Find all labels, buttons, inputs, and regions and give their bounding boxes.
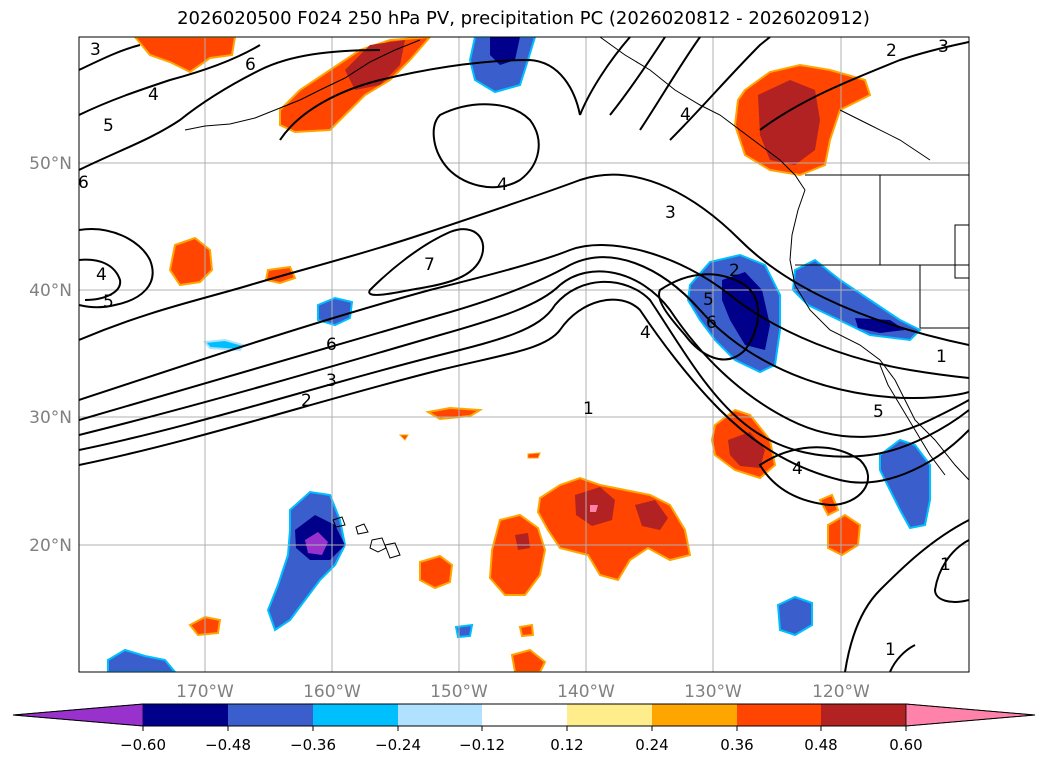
lat-label: 30°N [29,408,72,428]
colorbar-segment [398,704,482,726]
precip-anomaly-strong-positive [635,500,668,530]
coastlines [184,37,969,559]
contour-label: 5 [703,290,714,310]
colorbar-tick-label: −0.60 [120,736,166,754]
contour-label: 4 [148,85,159,105]
precip-anomaly-positive [510,648,547,672]
contour-label: 4 [680,105,691,125]
colorbar-tick-label: 0.24 [635,736,668,754]
longitude-labels: 170°W 160°W 150°W 140°W 130°W 120°W [176,682,870,702]
colorbar-tick-label: −0.24 [375,736,421,754]
contour-label: 4 [96,265,107,285]
colorbar-segment [737,704,821,726]
contour-label: 2 [729,261,740,281]
contour-label: 7 [424,255,435,275]
colorbar: −0.60 −0.48 −0.36 −0.24 −0.12 0.12 0.24 … [12,703,1036,754]
contour-label: 3 [665,203,676,223]
precip-anomaly-negative [454,623,474,639]
contour-label: 6 [326,335,337,355]
lon-label: 160°W [303,682,361,702]
precip-anomaly-positive [527,452,541,459]
colorbar-segment [228,704,313,726]
precip-anomaly-positive [488,513,547,596]
contour-label: 1 [940,555,951,575]
precip-anomaly-max [590,505,598,512]
contour-label: 4 [792,459,803,479]
lat-label: 40°N [29,281,72,301]
contour-label: 1 [885,640,896,660]
contour-label: 6 [245,55,256,75]
latitude-labels: 50°N 40°N 30°N 20°N [29,154,72,556]
precip-anomaly-negative [317,296,354,327]
colorbar-tick-label: −0.12 [459,736,505,754]
lon-label: 130°W [684,682,742,702]
contour-label: 5 [873,402,884,422]
precip-anomaly-positive [518,623,535,638]
precip-anomaly-strong-negative [722,272,770,350]
precip-anomaly-positive [168,236,214,287]
colorbar-segment [821,704,906,726]
contour-label: 6 [706,313,717,333]
precip-anomaly-strong-negative [855,318,905,333]
precip-anomaly-positive [425,406,484,421]
colorbar-extend-min [12,703,144,727]
contour-label: 6 [78,173,89,193]
map-frame [78,36,970,673]
lat-label: 20°N [29,536,72,556]
precip-anomaly-positive [398,434,409,441]
contour-label: 3 [90,40,101,60]
lon-label: 120°W [812,682,870,702]
precip-anomaly-min [305,532,328,555]
gridlines [79,37,969,672]
colorbar-tick-label: 0.12 [550,736,583,754]
colorbar-segment [567,704,652,726]
chart-title: 2026020500 F024 250 hPa PV, precipitatio… [177,8,870,29]
colorbar-extend-max [905,703,1036,727]
colorbar-tick-label: 0.48 [804,736,837,754]
contour-label: 4 [640,323,651,343]
contour-label: 1 [583,399,594,419]
lon-label: 140°W [557,682,615,702]
colorbar-segment [313,704,398,726]
colorbar-segment [143,704,228,726]
precip-anomaly-positive [133,37,237,74]
precip-anomaly-positive [419,554,454,590]
lon-label: 170°W [176,682,234,702]
contour-label: 3 [938,37,949,57]
precip-anomaly-strong-positive [515,533,530,550]
colorbar-tick-label: 0.60 [889,736,922,754]
colorbar-segment [652,704,737,726]
pv-contours [79,37,969,672]
colorbar-tick-label: −0.48 [205,736,251,754]
precip-anomaly-strong-positive [758,80,820,165]
contour-label: 1 [936,347,947,367]
colorbar-segment [482,704,567,726]
colorbar-ticks [142,726,907,731]
lon-label: 150°W [430,682,488,702]
precip-anomaly-strong-negative [490,37,520,65]
contour-labels: 3 4 5 6 6 4 7 4 5 6 3 2 3 4 2 5 6 4 1 1 … [78,37,951,660]
contour-label: 5 [103,292,114,312]
precip-anomaly-negative [107,648,177,672]
contour-label: 2 [886,41,897,61]
colorbar-tick-label: 0.36 [720,736,753,754]
lat-label: 50°N [29,154,72,174]
contour-label: 3 [326,371,337,391]
contour-label: 5 [103,116,114,136]
precip-anomaly-negative [776,595,813,637]
contour-label: 4 [497,175,508,195]
contour-label: 2 [301,391,312,411]
colorbar-tick-label: −0.36 [290,736,336,754]
